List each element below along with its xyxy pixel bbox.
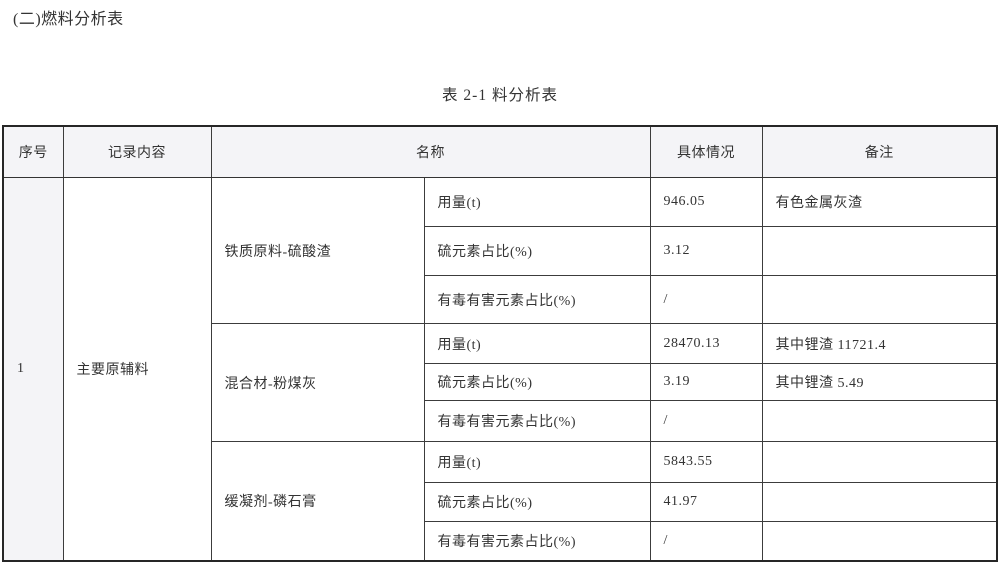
cell-value: /	[649, 275, 763, 324]
cell-attribute: 硫元素占比(%)	[423, 226, 651, 276]
cell-remark	[761, 441, 998, 483]
col-header-index: 序号	[2, 125, 64, 178]
table-row: 1 主要原辅料 铁质原料-硫酸渣 用量(t) 946.05 有色金属灰渣	[2, 177, 998, 561]
cell-remark	[761, 482, 998, 522]
col-header-detail: 具体情况	[649, 125, 763, 178]
table-row: 有毒有害元素占比(%) /	[3, 275, 998, 324]
cell-group-name: 铁质原料-硫酸渣	[210, 177, 425, 324]
cell-attribute: 用量(t)	[423, 441, 651, 483]
table-row: 缓凝剂-磷石膏 用量(t) 5843.55	[3, 441, 998, 561]
cell-value: 946.05	[649, 177, 763, 227]
table-row: 有毒有害元素占比(%) /	[3, 400, 998, 442]
cell-row-index: 1	[2, 177, 64, 561]
cell-value: 3.19	[649, 363, 763, 401]
cell-remark: 有色金属灰渣	[761, 177, 998, 227]
cell-attribute: 有毒有害元素占比(%)	[423, 400, 651, 442]
section-heading: (二)燃料分析表	[13, 11, 124, 28]
col-header-remark: 备注	[761, 125, 998, 178]
cell-attribute: 硫元素占比(%)	[423, 482, 651, 522]
fuel-analysis-table: 序号 记录内容 名称 具体情况 备注 1 主要原辅料 铁质原料-硫酸渣 用量(t…	[2, 125, 998, 562]
cell-record-content: 主要原辅料	[62, 177, 212, 561]
col-header-record: 记录内容	[62, 125, 212, 178]
cell-group-name: 混合材-粉煤灰	[210, 323, 425, 442]
cell-value: /	[649, 400, 763, 442]
table-row: 有毒有害元素占比(%) /	[3, 521, 998, 561]
fuel-analysis-table-container: 序号 记录内容 名称 具体情况 备注 1 主要原辅料 铁质原料-硫酸渣 用量(t…	[2, 125, 998, 562]
cell-remark	[761, 400, 998, 442]
cell-value: /	[649, 521, 763, 561]
cell-value: 5843.55	[649, 441, 763, 483]
cell-attribute: 有毒有害元素占比(%)	[423, 521, 651, 561]
cell-attribute: 用量(t)	[423, 323, 651, 364]
table-header-row: 序号 记录内容 名称 具体情况 备注	[2, 125, 998, 178]
col-header-name: 名称	[210, 125, 651, 178]
cell-group-name: 缓凝剂-磷石膏	[210, 441, 425, 561]
cell-remark: 其中锂渣 5.49	[761, 363, 998, 401]
cell-value: 28470.13	[649, 323, 763, 364]
cell-value: 3.12	[649, 226, 763, 276]
cell-attribute: 有毒有害元素占比(%)	[423, 275, 651, 324]
cell-remark	[761, 275, 998, 324]
table-row: 混合材-粉煤灰 用量(t) 28470.13 其中锂渣 11721.4	[3, 323, 998, 442]
cell-remark	[761, 521, 998, 561]
table-row: 硫元素占比(%) 3.12	[3, 226, 998, 276]
cell-attribute: 硫元素占比(%)	[423, 363, 651, 401]
cell-value: 41.97	[649, 482, 763, 522]
cell-remark	[761, 226, 998, 276]
cell-remark: 其中锂渣 11721.4	[761, 323, 998, 364]
cell-attribute: 用量(t)	[423, 177, 651, 227]
table-caption: 表 2-1 料分析表	[442, 87, 558, 104]
